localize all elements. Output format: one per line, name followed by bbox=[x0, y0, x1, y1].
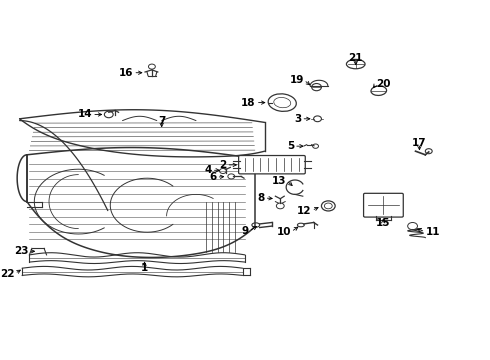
Text: 14: 14 bbox=[77, 109, 92, 120]
Text: 13: 13 bbox=[272, 176, 287, 186]
Text: 21: 21 bbox=[348, 53, 363, 63]
FancyBboxPatch shape bbox=[239, 156, 305, 174]
Text: 4: 4 bbox=[204, 165, 212, 175]
Text: 7: 7 bbox=[158, 116, 166, 126]
Text: 18: 18 bbox=[241, 98, 256, 108]
Text: 17: 17 bbox=[412, 138, 427, 148]
Text: 20: 20 bbox=[376, 78, 391, 89]
Text: 5: 5 bbox=[287, 141, 294, 151]
Text: 9: 9 bbox=[242, 226, 249, 236]
Text: 19: 19 bbox=[290, 75, 304, 85]
Text: 3: 3 bbox=[294, 114, 301, 124]
Text: 6: 6 bbox=[209, 172, 217, 182]
Text: 23: 23 bbox=[14, 246, 28, 256]
FancyBboxPatch shape bbox=[364, 193, 403, 217]
Text: 8: 8 bbox=[257, 193, 265, 203]
Text: 11: 11 bbox=[425, 227, 440, 237]
Text: 22: 22 bbox=[0, 269, 15, 279]
Text: 10: 10 bbox=[276, 227, 291, 237]
Text: 1: 1 bbox=[141, 263, 148, 273]
Text: 15: 15 bbox=[376, 218, 391, 228]
Text: 12: 12 bbox=[297, 206, 312, 216]
Text: 2: 2 bbox=[219, 160, 226, 170]
Text: 16: 16 bbox=[119, 68, 133, 78]
